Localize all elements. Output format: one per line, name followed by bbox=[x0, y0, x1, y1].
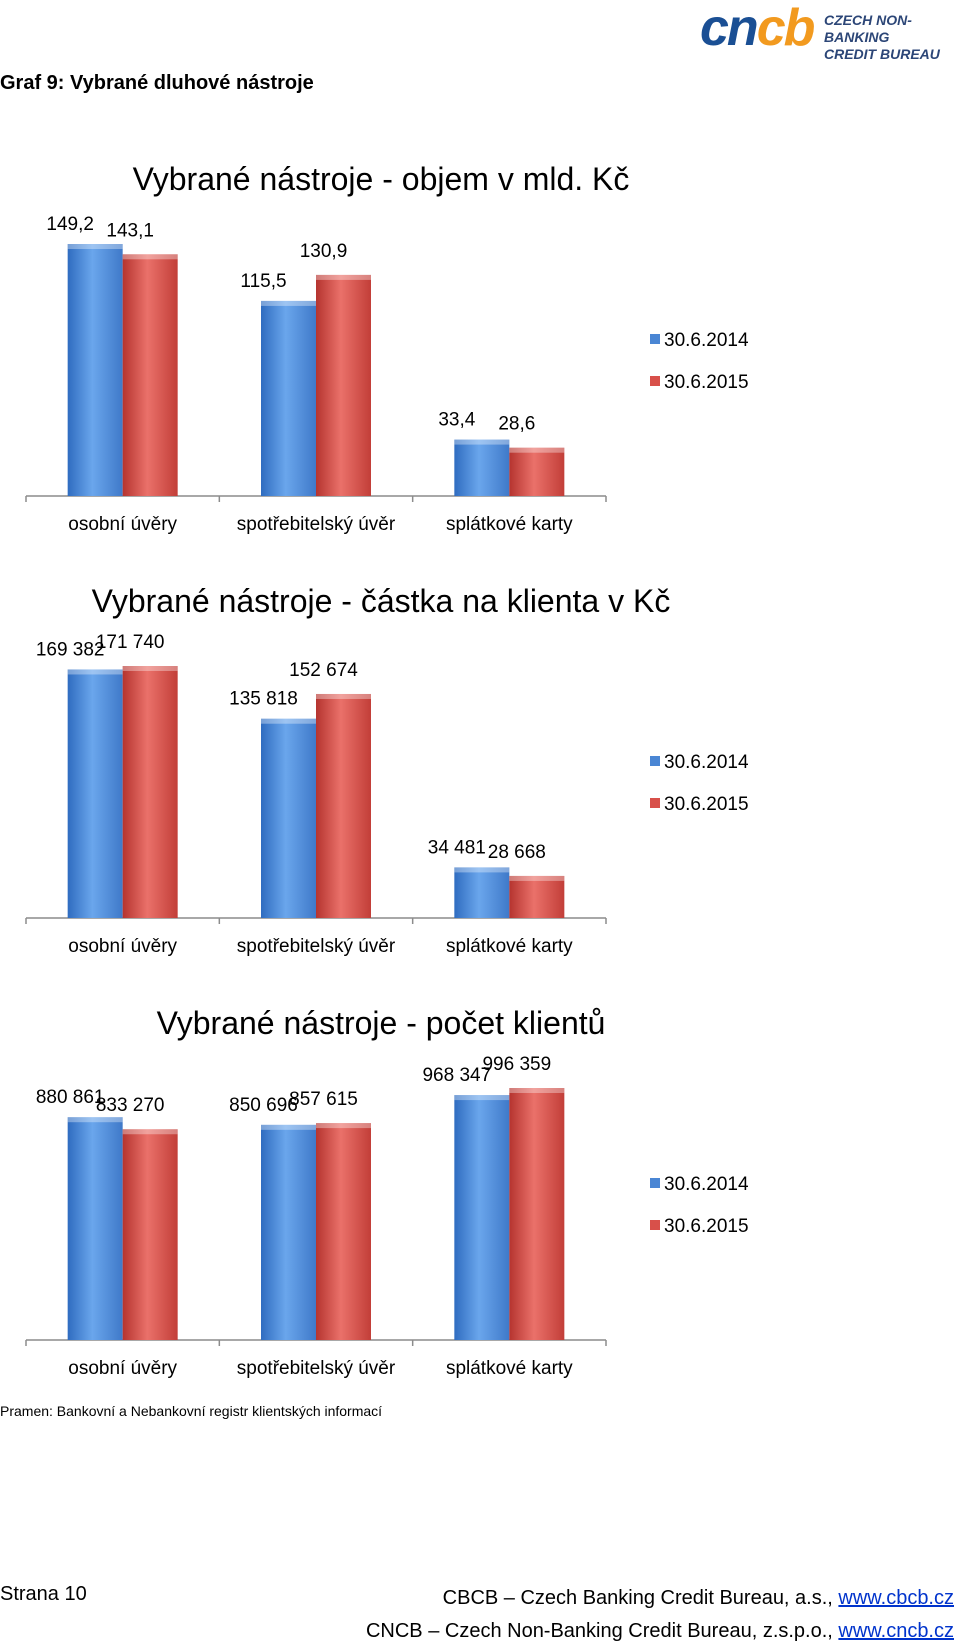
chart-title: Vybrané nástroje - počet klientů bbox=[157, 1005, 606, 1041]
bar-top-highlight bbox=[67, 669, 123, 675]
bar-osobn-v-ry-2 bbox=[122, 1129, 178, 1340]
category-label: spotřebitelský úvěr bbox=[237, 936, 396, 957]
legend-swatch-1 bbox=[650, 756, 660, 766]
logo-text-line-2: CREDIT BUREAU bbox=[824, 46, 940, 62]
bar-top-highlight bbox=[67, 1117, 123, 1123]
figure-heading: Graf 9: Vybrané dluhové nástroje bbox=[0, 72, 314, 94]
logo-mark-part-1: cn bbox=[700, 0, 759, 57]
bar-osobn-v-ry-1 bbox=[67, 244, 123, 496]
data-label: 33,4 bbox=[438, 410, 475, 431]
bar-spot-ebitelsk-v-r-2 bbox=[316, 693, 371, 918]
bar-top-highlight bbox=[261, 718, 316, 724]
bar-top-highlight bbox=[509, 447, 565, 453]
data-label: 130,9 bbox=[300, 241, 348, 262]
data-label: 115,5 bbox=[240, 271, 286, 292]
category-label: splátkové karty bbox=[446, 936, 573, 957]
legend-swatch-2 bbox=[650, 376, 660, 386]
legend-swatch-1 bbox=[650, 1178, 660, 1188]
bar-top-highlight bbox=[509, 875, 565, 881]
bar-osobn-v-ry-2 bbox=[122, 666, 178, 918]
category-label: osobní úvěry bbox=[68, 936, 177, 957]
data-label: 143,1 bbox=[106, 220, 154, 241]
data-label: 28 668 bbox=[488, 842, 546, 863]
footer-line-1: CBCB – Czech Banking Credit Bureau, a.s.… bbox=[443, 1587, 954, 1610]
legend-label-1: 30.6.2014 bbox=[664, 330, 749, 351]
bar-top-highlight bbox=[454, 439, 510, 445]
bar-top-highlight bbox=[316, 693, 371, 699]
bar-top-highlight bbox=[509, 1088, 565, 1093]
bar-top-highlight bbox=[261, 300, 316, 306]
data-label: 34 481 bbox=[428, 837, 486, 858]
category-label: osobní úvěry bbox=[68, 514, 177, 535]
bar-spl-tkov-karty-2 bbox=[509, 875, 565, 918]
bar-top-highlight bbox=[67, 244, 123, 249]
bar-top-highlight bbox=[122, 254, 178, 260]
logo-mark: cncb bbox=[700, 0, 816, 57]
data-label: 880 861 bbox=[36, 1087, 105, 1108]
cncb-link[interactable]: www.cncb.cz bbox=[838, 1620, 954, 1642]
bar-spot-ebitelsk-v-r-2 bbox=[316, 1123, 371, 1340]
legend-label-1: 30.6.2014 bbox=[664, 752, 749, 773]
bar-top-highlight bbox=[316, 274, 371, 280]
category-label: osobní úvěry bbox=[68, 1358, 177, 1379]
bar-top-highlight bbox=[122, 666, 178, 671]
bar-spl-tkov-karty-1 bbox=[454, 439, 510, 496]
chart-title: Vybrané nástroje - objem v mld. Kč bbox=[133, 161, 630, 197]
bar-spl-tkov-karty-1 bbox=[454, 1095, 510, 1340]
category-label: splátkové karty bbox=[446, 514, 573, 535]
bar-spot-ebitelsk-v-r-2 bbox=[316, 274, 371, 496]
bar-osobn-v-ry-1 bbox=[67, 669, 123, 918]
data-label: 850 696 bbox=[229, 1095, 298, 1116]
bar-spot-ebitelsk-v-r-1 bbox=[261, 300, 316, 496]
footer-line-1-text: CBCB – Czech Banking Credit Bureau, a.s.… bbox=[442, 1587, 839, 1609]
bar-top-highlight bbox=[122, 1129, 178, 1135]
bar-spot-ebitelsk-v-r-1 bbox=[261, 718, 316, 918]
bar-top-highlight bbox=[454, 1095, 510, 1101]
chart-title: Vybrané nástroje - částka na klienta v K… bbox=[92, 583, 671, 619]
bar-osobn-v-ry-2 bbox=[122, 254, 178, 496]
legend-label-2: 30.6.2015 bbox=[664, 1216, 749, 1237]
chart-amount-per-client: Vybrané nástroje - částka na klienta v K… bbox=[25, 583, 749, 957]
page-number: Strana 10 bbox=[0, 1583, 87, 1605]
footer-line-2: CNCB – Czech Non-Banking Credit Bureau, … bbox=[366, 1620, 954, 1643]
bar-top-highlight bbox=[316, 1123, 371, 1129]
data-label: 857 615 bbox=[289, 1089, 358, 1110]
legend-swatch-1 bbox=[650, 334, 660, 344]
bar-top-highlight bbox=[454, 867, 510, 873]
cbcb-link[interactable]: www.cbcb.cz bbox=[838, 1587, 954, 1609]
legend-swatch-2 bbox=[650, 798, 660, 808]
bar-spl-tkov-karty-2 bbox=[509, 447, 565, 496]
category-label: splátkové karty bbox=[446, 1358, 573, 1379]
footer-line-2-text: CNCB – Czech Non-Banking Credit Bureau, … bbox=[365, 1620, 839, 1642]
chart-volume: Vybrané nástroje - objem v mld. Kč 149,2 1… bbox=[25, 161, 749, 535]
category-label: spotřebitelský úvěr bbox=[237, 514, 396, 535]
bar-spot-ebitelsk-v-r-1 bbox=[261, 1124, 316, 1340]
bar-top-highlight bbox=[261, 1124, 316, 1130]
legend-label-1: 30.6.2014 bbox=[664, 1174, 749, 1195]
data-label: 996 359 bbox=[482, 1054, 551, 1075]
bar-spl-tkov-karty-1 bbox=[454, 867, 510, 918]
cncb-logo: cncb CZECH NON-BANKING CREDIT BUREAU bbox=[700, 0, 960, 63]
logo-text-line-1: CZECH NON-BANKING bbox=[824, 12, 912, 45]
data-label: 28,6 bbox=[498, 414, 535, 435]
logo-text: CZECH NON-BANKING CREDIT BUREAU bbox=[824, 12, 960, 63]
legend-label-2: 30.6.2015 bbox=[664, 372, 749, 393]
data-label: 169 382 bbox=[36, 639, 105, 660]
data-label: 135 818 bbox=[229, 689, 298, 710]
logo-mark-part-2: cb bbox=[756, 0, 816, 57]
data-label: 833 270 bbox=[96, 1095, 165, 1116]
data-label: 968 347 bbox=[422, 1065, 491, 1086]
legend-swatch-2 bbox=[650, 1220, 660, 1230]
source-note: Pramen: Bankovní a Nebankovní registr kl… bbox=[0, 1403, 383, 1419]
bar-osobn-v-ry-1 bbox=[67, 1117, 123, 1340]
data-label: 149,2 bbox=[46, 214, 94, 235]
bar-spl-tkov-karty-2 bbox=[509, 1088, 565, 1340]
data-label: 171 740 bbox=[96, 632, 165, 653]
data-label: 152 674 bbox=[289, 660, 358, 681]
legend-label-2: 30.6.2015 bbox=[664, 794, 749, 815]
category-label: spotřebitelský úvěr bbox=[237, 1358, 396, 1379]
